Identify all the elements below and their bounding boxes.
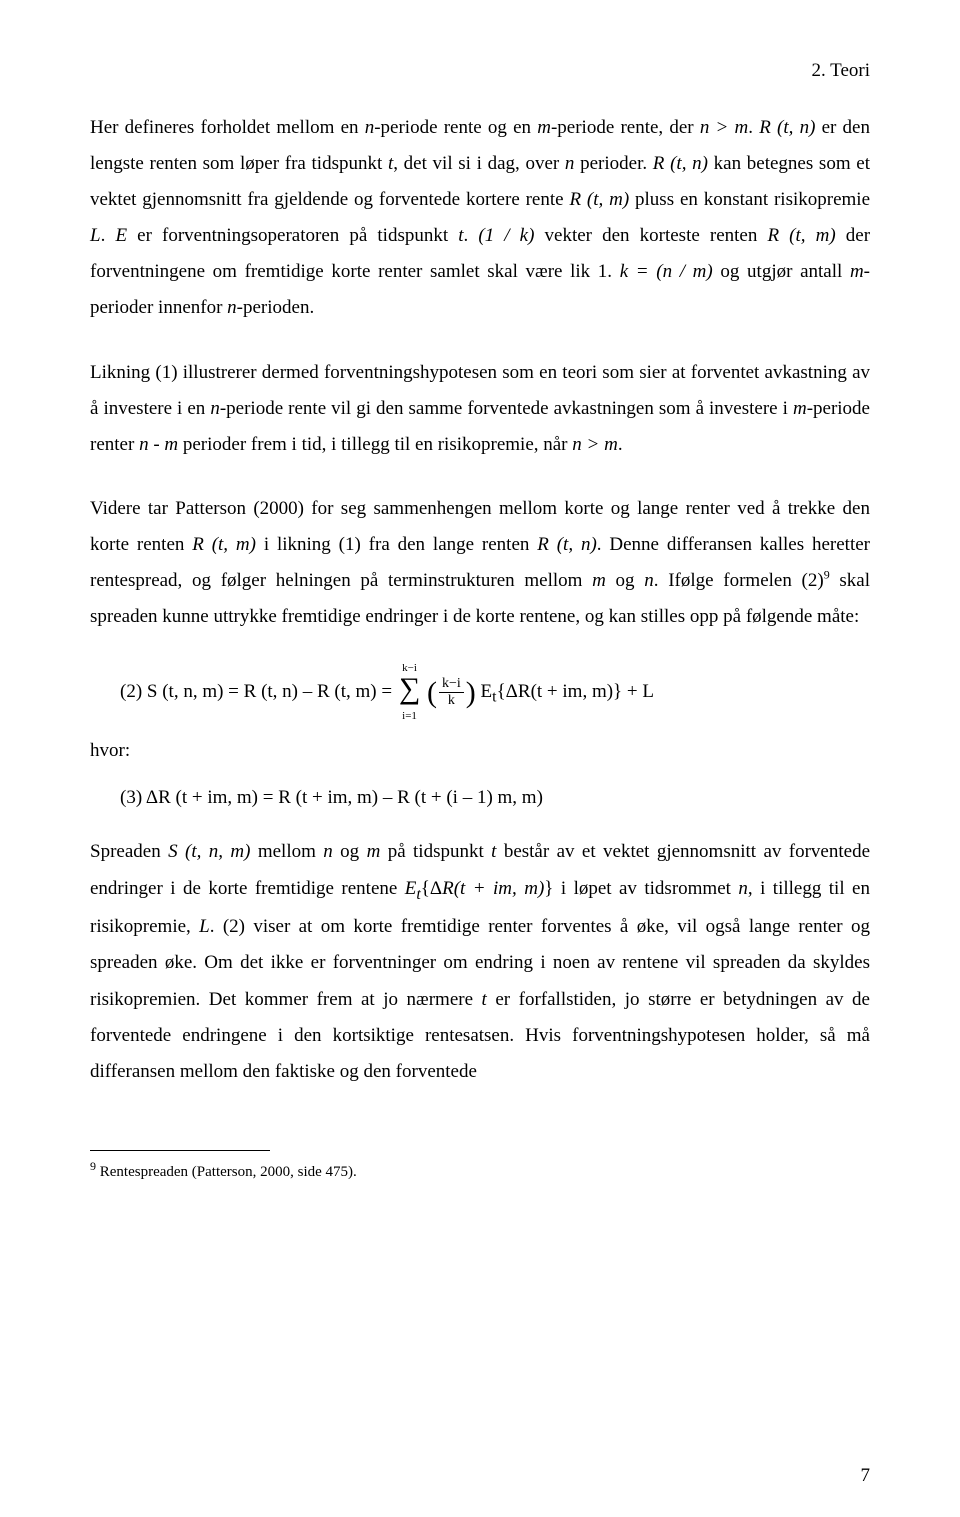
var-m: m (537, 117, 551, 138)
text: . (464, 225, 479, 246)
text: Her defineres forholdet mellom en (90, 117, 365, 138)
expr: n - m (139, 434, 178, 455)
eq-right: {ΔR(t + im, m)} + L (497, 681, 654, 702)
frac-den: k (439, 693, 464, 708)
text: {Δ (421, 878, 442, 899)
var-m: m (367, 841, 381, 862)
text: i likning (1) fra den lange renten (256, 534, 537, 555)
var-n: n (227, 297, 237, 318)
var-E: E (405, 878, 417, 899)
text: , det vil si i dag, over (393, 153, 565, 174)
text: perioder. (574, 153, 652, 174)
text: og (606, 570, 644, 591)
expr: n > m (700, 117, 748, 138)
page-number: 7 (861, 1465, 871, 1487)
expr: R (t, m) (569, 189, 629, 210)
var-n: n (738, 878, 748, 899)
text: og utgjør antall (713, 261, 850, 282)
paragraph-4: Spreaden S (t, n, m) mellom n og m på ti… (90, 834, 870, 1089)
text: er forventningsoperatoren på tidspunkt (127, 225, 458, 246)
expr: (1 / k) (478, 225, 534, 246)
text: . (618, 434, 623, 455)
paragraph-1: Her defineres forholdet mellom en n-peri… (90, 110, 870, 327)
sum-lower: i=1 (399, 711, 420, 722)
paragraph-2: Likning (1) illustrerer dermed forventni… (90, 355, 870, 463)
expr: R (t, n) (653, 153, 708, 174)
section-header: 2. Teori (90, 60, 870, 82)
sigma-icon: ∑ (399, 672, 420, 705)
eq3-text: (3) ΔR (t + im, m) = R (t + im, m) – R (… (120, 787, 543, 808)
eq-left: (2) S (t, n, m) = R (t, n) – R (t, m) = (120, 681, 397, 702)
var-n: n (210, 398, 220, 419)
paragraph-3: Videre tar Patterson (2000) for seg samm… (90, 491, 870, 635)
expr: R (t, n) (537, 534, 597, 555)
var-n: n (323, 841, 333, 862)
text: } i løpet av tidsrommet (544, 878, 738, 899)
var-n: n (644, 570, 654, 591)
var-E: E (115, 225, 127, 246)
expr: R(t + im, m) (442, 878, 544, 899)
text: . (101, 225, 116, 246)
var-n: n (365, 117, 375, 138)
text: -periode rente, der (551, 117, 700, 138)
var-m: m (592, 570, 606, 591)
text: -perioden. (237, 297, 315, 318)
expr: R (t, m) (192, 534, 256, 555)
paren-right: ) (466, 678, 476, 708)
text: på tidspunkt (380, 841, 491, 862)
text: Spreaden (90, 841, 168, 862)
expr: R (t, n) (759, 117, 815, 138)
eq-e: E (476, 681, 492, 702)
footnote-text: Rentespreaden (Patterson, 2000, side 475… (96, 1164, 357, 1180)
fraction: k−i k (439, 677, 464, 708)
expr: R (t, m) (767, 225, 835, 246)
text: mellom (250, 841, 323, 862)
footnote: 9 Rentespreaden (Patterson, 2000, side 4… (90, 1157, 870, 1184)
var-L: L (199, 916, 210, 937)
page: 2. Teori Her defineres forholdet mellom … (0, 0, 960, 1517)
text: . Ifølge formelen (2) (654, 570, 824, 591)
expr: n > m (572, 434, 618, 455)
footnote-separator (90, 1150, 270, 1151)
frac-num: k−i (439, 677, 464, 693)
text: -periode rente vil gi den samme forvente… (220, 398, 793, 419)
text: og (333, 841, 367, 862)
equation-3: (3) ΔR (t + im, m) = R (t + im, m) – R (… (120, 780, 870, 816)
text: -periode rente og en (374, 117, 537, 138)
var-n: n (565, 153, 575, 174)
text: vekter den korteste renten (534, 225, 767, 246)
var-m: m (793, 398, 807, 419)
text: . (748, 117, 759, 138)
var-m: m (850, 261, 864, 282)
text: perioder frem i tid, i tillegg til en ri… (178, 434, 572, 455)
paren-left: ( (427, 678, 437, 708)
where-label: hvor: (90, 740, 870, 762)
sigma-sum: k−i ∑ i=1 (399, 663, 420, 722)
text: pluss en konstant risikopremie (629, 189, 870, 210)
equation-2: (2) S (t, n, m) = R (t, n) – R (t, m) = … (120, 663, 870, 722)
expr: S (t, n, m) (168, 841, 250, 862)
expr: k = (n / m) (620, 261, 713, 282)
var-L: L (90, 225, 101, 246)
